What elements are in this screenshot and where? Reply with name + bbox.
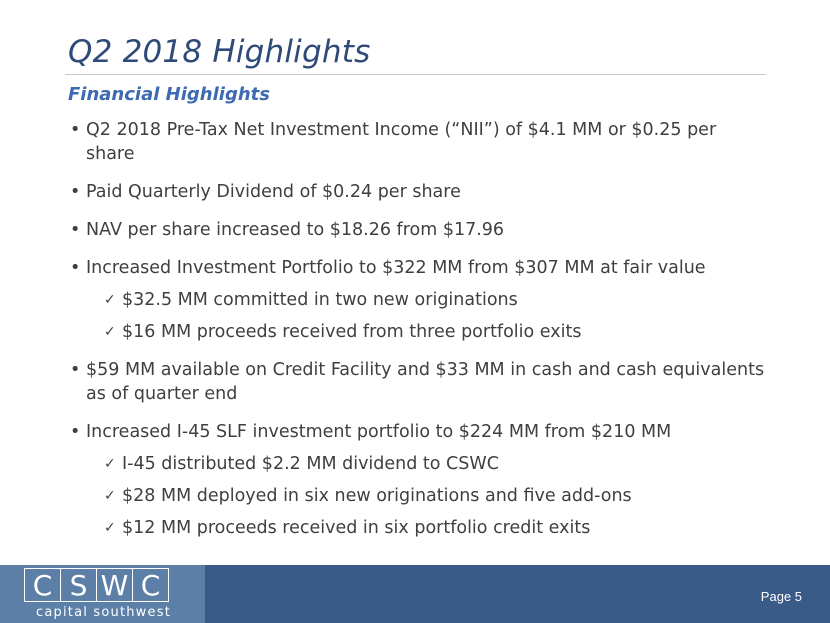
sub-bullet-text: I-45 distributed $2.2 MM dividend to CSW…: [122, 454, 499, 474]
logo-letter: W: [96, 568, 133, 602]
sub-bullet-item: ✓ $12 MM proceeds received in six portfo…: [68, 516, 768, 540]
highlights-list: • Q2 2018 Pre-Tax Net Investment Income …: [68, 118, 768, 540]
bullet-text: Q2 2018 Pre-Tax Net Investment Income (“…: [86, 120, 717, 164]
sub-bullet-text: $16 MM proceeds received from three port…: [122, 322, 582, 342]
bullet-dot-icon: •: [70, 120, 81, 140]
sub-bullet-text: $28 MM deployed in six new originations …: [122, 486, 632, 506]
sub-bullet-text: $32.5 MM committed in two new originatio…: [122, 290, 518, 310]
bullet-item: • Increased I-45 SLF investment portfoli…: [68, 420, 768, 444]
title-divider: [65, 74, 766, 75]
bullet-item: • Increased Investment Portfolio to $322…: [68, 256, 768, 280]
sub-bullet-item: ✓ $16 MM proceeds received from three po…: [68, 320, 768, 344]
company-logo: C S W C capital southwest: [0, 565, 205, 623]
logo-letter: C: [132, 568, 169, 602]
bullet-item: • Q2 2018 Pre-Tax Net Investment Income …: [68, 118, 768, 166]
bullet-text: Increased I-45 SLF investment portfolio …: [86, 422, 672, 442]
section-heading: Financial Highlights: [68, 84, 270, 105]
logo-letter: C: [24, 568, 61, 602]
checkmark-icon: ✓: [104, 292, 116, 308]
bullet-text: Increased Investment Portfolio to $322 M…: [86, 258, 706, 278]
footer-band: Page 5: [205, 565, 830, 623]
checkmark-icon: ✓: [104, 456, 116, 472]
sub-bullet-item: ✓ $28 MM deployed in six new origination…: [68, 484, 768, 508]
page-number: Page 5: [760, 589, 802, 604]
sub-bullet-text: $12 MM proceeds received in six portfoli…: [122, 518, 591, 538]
logo-tagline: capital southwest: [36, 605, 171, 620]
sub-bullet-item: ✓ I-45 distributed $2.2 MM dividend to C…: [68, 452, 768, 476]
bullet-text: Paid Quarterly Dividend of $0.24 per sha…: [86, 182, 461, 202]
sub-bullet-item: ✓ $32.5 MM committed in two new originat…: [68, 288, 768, 312]
bullet-text: $59 MM available on Credit Facility and …: [86, 360, 765, 404]
checkmark-icon: ✓: [104, 520, 116, 536]
bullet-dot-icon: •: [70, 360, 81, 380]
bullet-item: • Paid Quarterly Dividend of $0.24 per s…: [68, 180, 768, 204]
logo-letter: S: [60, 568, 97, 602]
bullet-dot-icon: •: [70, 182, 81, 202]
logo-letters: C S W C: [24, 568, 169, 602]
bullet-dot-icon: •: [70, 220, 81, 240]
checkmark-icon: ✓: [104, 488, 116, 504]
checkmark-icon: ✓: [104, 324, 116, 340]
bullet-dot-icon: •: [70, 258, 81, 278]
slide-title: Q2 2018 Highlights: [68, 34, 371, 70]
bullet-item: • NAV per share increased to $18.26 from…: [68, 218, 768, 242]
bullet-item: • $59 MM available on Credit Facility an…: [68, 358, 768, 406]
slide-footer: C S W C capital southwest Page 5: [0, 565, 830, 623]
bullet-text: NAV per share increased to $18.26 from $…: [86, 220, 505, 240]
bullet-dot-icon: •: [70, 422, 81, 442]
